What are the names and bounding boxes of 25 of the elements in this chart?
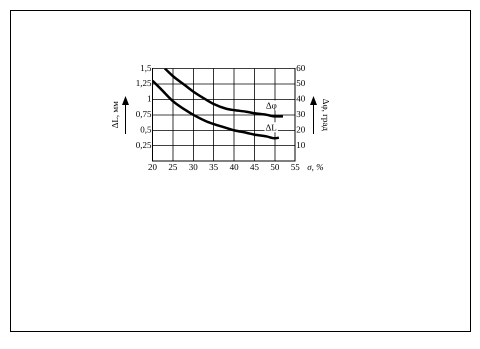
x-tick-label: 40: [230, 162, 240, 172]
y-tick-label: 1,25: [136, 78, 152, 88]
y2-tick-label: 10: [296, 140, 306, 150]
y2-tick-label: 30: [296, 109, 306, 120]
x-tick-label: 45: [250, 162, 260, 172]
y2-axis-title: Δφ, град: [321, 98, 332, 132]
y2-tick-label: 20: [296, 124, 306, 135]
x-axis-title: σ, %: [307, 162, 324, 172]
y-tick-label: 0,5: [140, 124, 152, 135]
annotation: Δφ: [266, 100, 277, 110]
x-tick-label: 50: [270, 162, 280, 172]
y-tick-label: 0,25: [136, 140, 152, 150]
y-axis-title: ΔL, мм: [110, 100, 120, 128]
y-tick-label: 1,5: [140, 62, 152, 73]
y2-tick-label: 50: [296, 78, 306, 88]
x-tick-label: 20: [148, 162, 158, 172]
y-tick-label: 0,75: [136, 109, 152, 120]
y2-tick-label: 40: [296, 94, 306, 104]
y2-tick-label: 60: [296, 62, 306, 73]
x-tick-label: 55: [290, 162, 300, 172]
y-tick-label: 1: [147, 94, 152, 104]
x-tick-label: 25: [168, 162, 178, 172]
x-tick-label: 35: [209, 162, 219, 172]
annotation: ΔL: [266, 122, 277, 132]
x-tick-label: 30: [188, 162, 198, 172]
